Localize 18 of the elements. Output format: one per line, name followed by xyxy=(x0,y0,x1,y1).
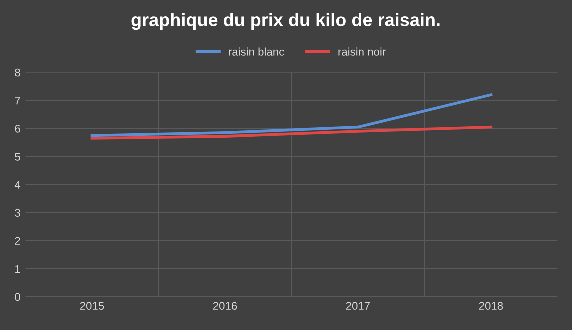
y-tick-label: 5 xyxy=(15,153,20,161)
y-tick-label: 8 xyxy=(15,68,20,77)
line-series xyxy=(90,126,493,140)
y-tick-label: 6 xyxy=(15,124,20,133)
line-series xyxy=(90,94,493,138)
y-tick-label: 2 xyxy=(15,237,20,245)
x-tick-label: 2015 xyxy=(80,302,104,310)
legend-label: raisin noir xyxy=(338,48,386,56)
y-tick-label: 3 xyxy=(15,209,20,217)
y-tick-label: 4 xyxy=(14,181,21,189)
x-tick-label: 2018 xyxy=(479,302,504,310)
y-tick-label: 1 xyxy=(16,265,20,273)
legend-label: raisin blanc xyxy=(229,48,284,56)
y-tick-label: 0 xyxy=(15,293,20,302)
x-tick-label: 2016 xyxy=(213,302,238,310)
x-tick-label: 2017 xyxy=(346,302,370,310)
y-tick-label: 7 xyxy=(15,97,20,105)
chart-title: graphique du prix du kilo de raisain. xyxy=(132,13,440,30)
